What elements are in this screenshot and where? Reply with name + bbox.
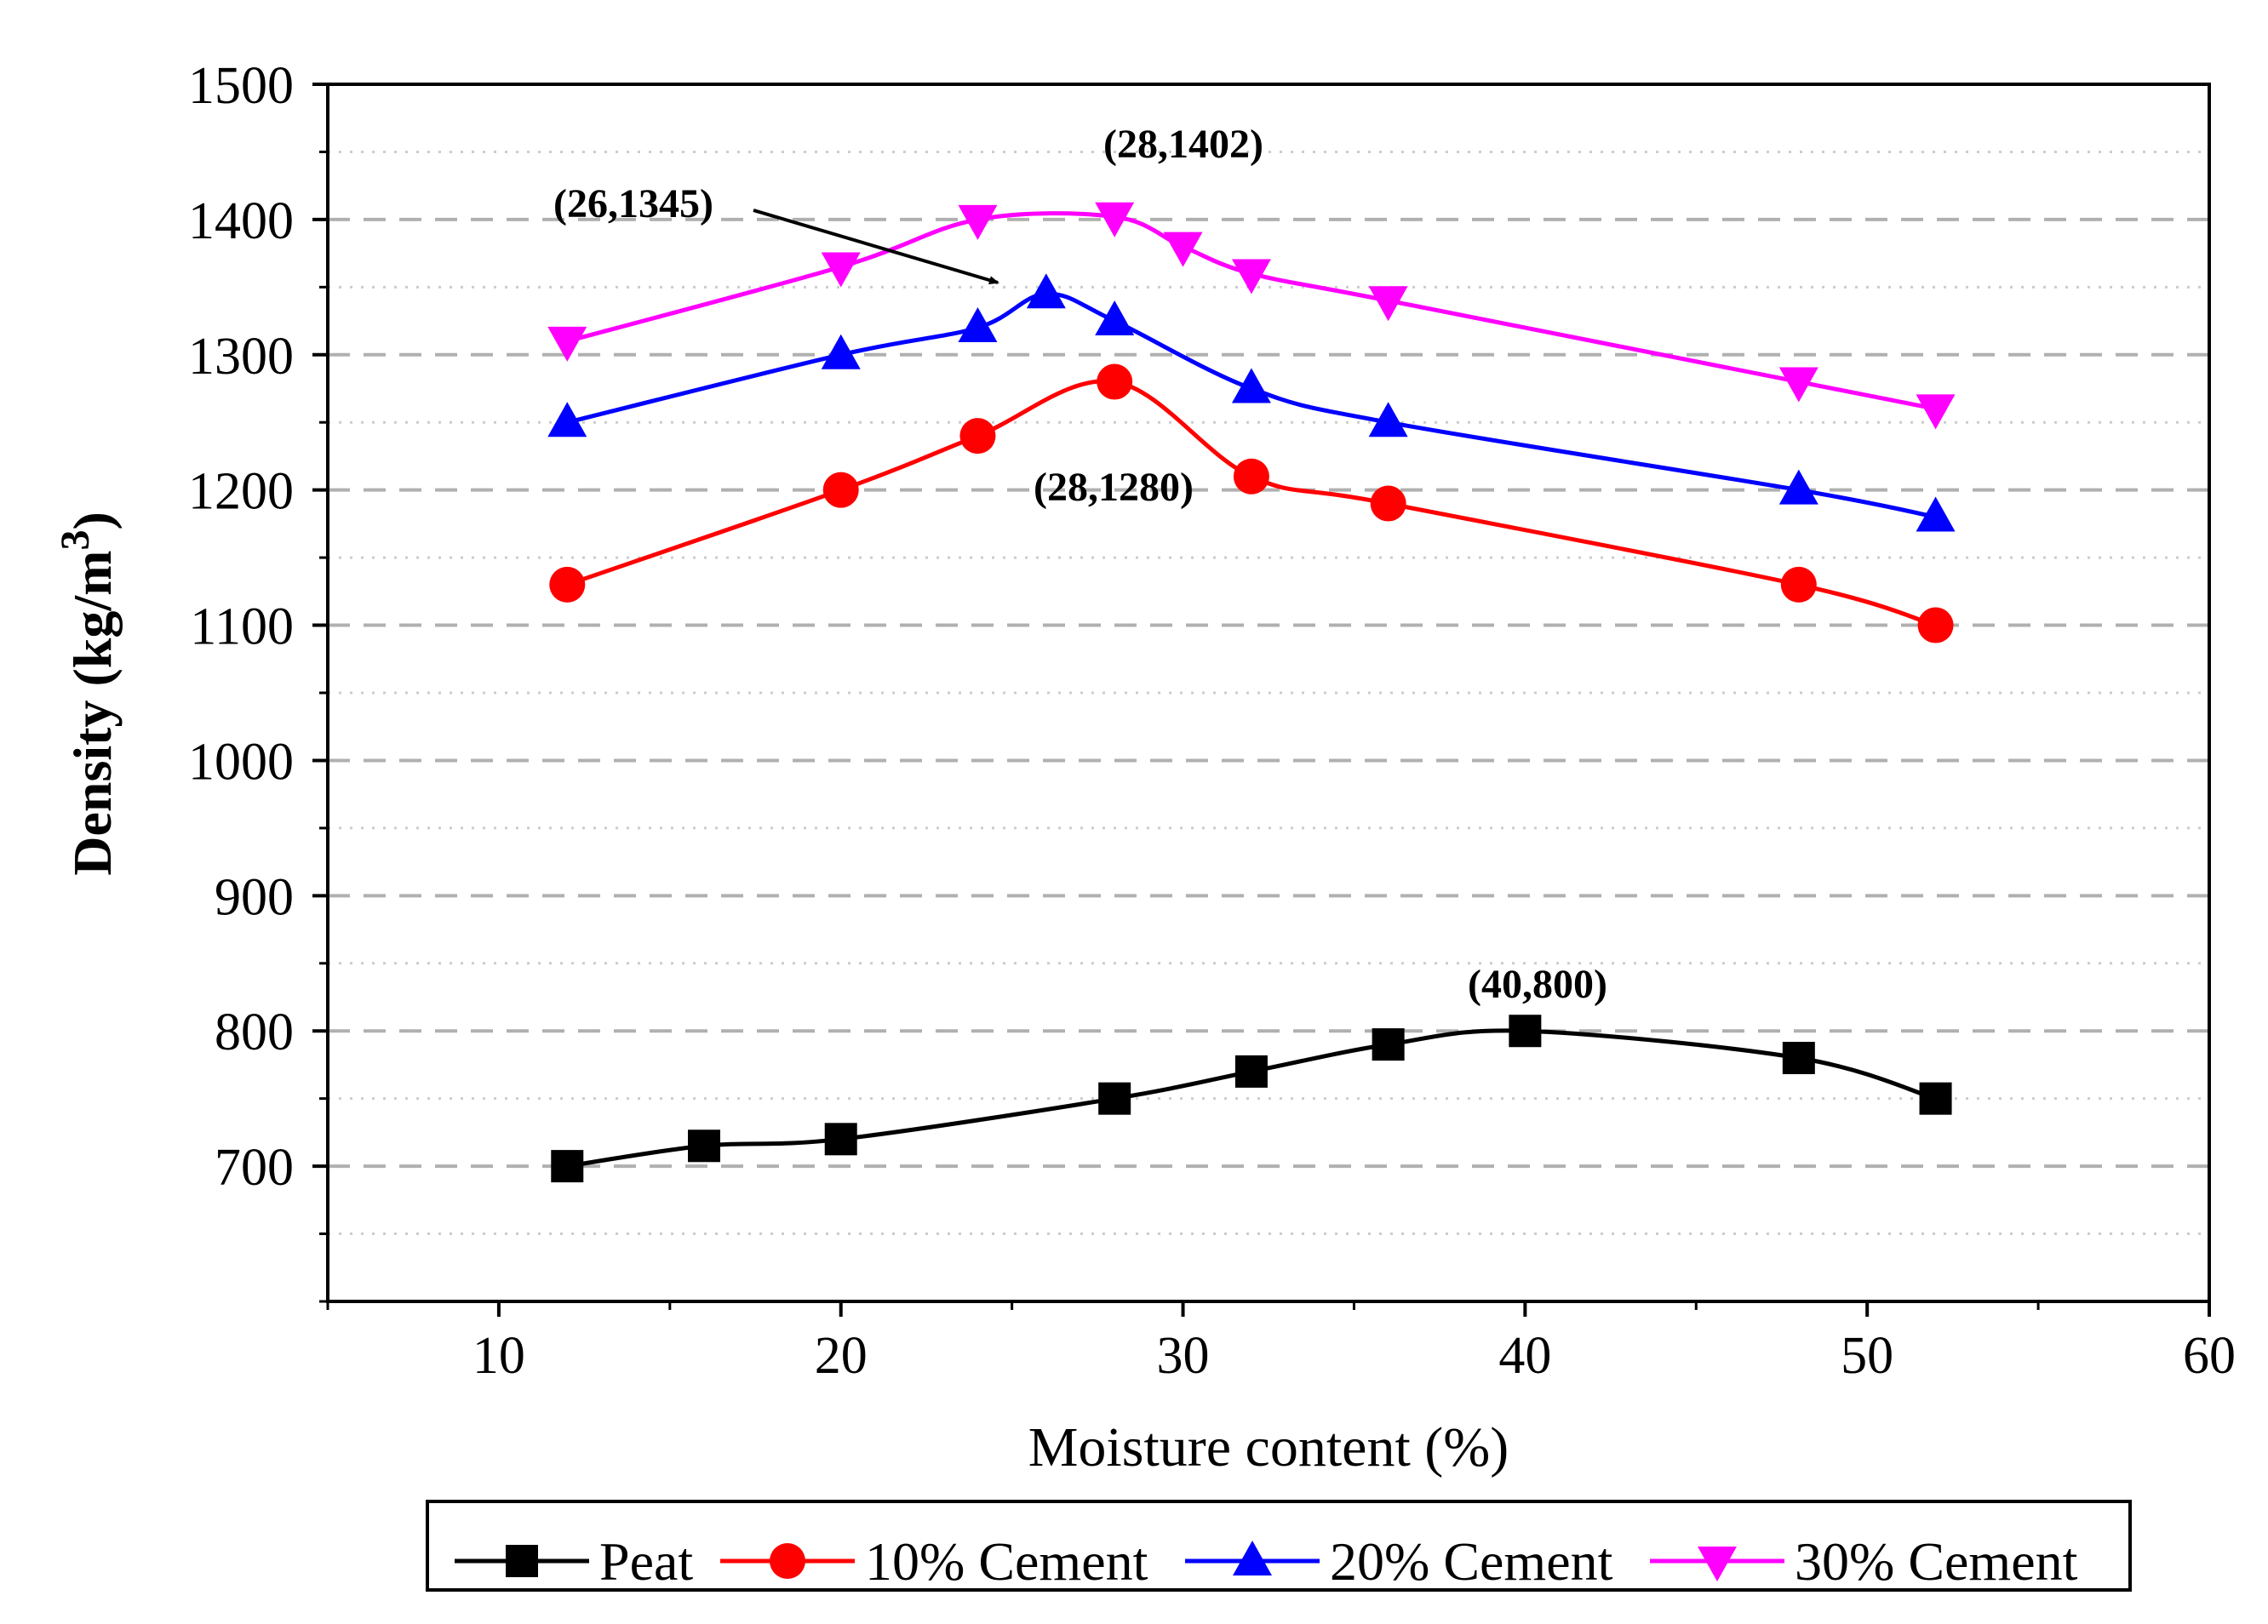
data-point-20pct-cement	[1778, 469, 1818, 505]
data-point-10pct-cement	[1233, 458, 1269, 495]
data-point-20pct-cement	[1231, 368, 1271, 403]
data-point-30pct-cement	[1163, 232, 1203, 267]
data-point-30pct-cement	[547, 326, 587, 362]
legend-marker-20pct-cement	[1233, 1541, 1272, 1575]
data-point-20pct-cement	[1368, 402, 1408, 437]
x-tick-label: 20	[815, 1327, 868, 1385]
data-point-20pct-cement	[547, 402, 587, 437]
y-axis-title-close: )	[62, 512, 123, 529]
data-point-10pct-cement	[822, 472, 859, 508]
data-point-10pct-cement	[1097, 363, 1133, 400]
legend-label: 10% Cement	[865, 1531, 1148, 1592]
legend-item-10pct-cement: 10% Cement	[720, 1531, 1148, 1592]
axis-ticks: 700 800 900 1000 1100 1200 1300 1400 1500 10 20 30 4…	[188, 57, 2236, 1385]
data-point-peat	[824, 1123, 857, 1156]
data-point-20pct-cement	[821, 334, 861, 369]
series-layer	[547, 202, 1956, 1183]
y-tick-label: 1300	[188, 328, 294, 386]
legend-item-30pct-cement: 30% Cement	[1650, 1531, 2078, 1592]
legend-frame	[426, 1500, 2132, 1592]
y-tick-label: 1500	[188, 57, 294, 115]
legend-label: 30% Cement	[1795, 1531, 2078, 1592]
data-point-30pct-cement	[1095, 202, 1135, 237]
data-point-10pct-cement	[1780, 566, 1817, 603]
data-point-20pct-cement	[1026, 273, 1066, 309]
legend-marker-peat	[506, 1545, 538, 1577]
data-point-10pct-cement	[959, 418, 996, 455]
y-axis-title-superscript: 3	[53, 530, 98, 551]
data-point-30pct-cement	[1916, 394, 1956, 430]
series-10pct-cement	[549, 363, 1954, 643]
y-tick-label: 900	[215, 868, 294, 926]
y-tick-label: 1200	[188, 463, 294, 521]
data-point-20pct-cement	[1916, 496, 1956, 532]
data-point-30pct-cement	[1368, 286, 1408, 322]
data-point-peat	[688, 1129, 720, 1163]
data-point-10pct-cement	[1917, 607, 1954, 643]
y-axis-title-main: Density (kg/m	[62, 551, 123, 876]
data-point-peat	[1782, 1042, 1815, 1074]
x-tick-label: 10	[472, 1327, 525, 1385]
data-point-30pct-cement	[958, 204, 998, 240]
data-point-10pct-cement	[1370, 485, 1406, 522]
legend-label: 20% Cement	[1330, 1531, 1613, 1592]
data-point-peat	[1919, 1082, 1952, 1115]
series-line-10pct-cement	[566, 379, 1937, 627]
legend-items: Peat 10% Cement 20% Cement 30% Cement	[455, 1531, 2078, 1592]
data-point-10pct-cement	[549, 566, 586, 603]
data-point-30pct-cement	[1231, 259, 1271, 294]
legend-label: Peat	[599, 1531, 693, 1592]
x-tick-label: 30	[1157, 1327, 1210, 1385]
data-point-30pct-cement	[1778, 367, 1818, 403]
annotation-label: (40,800)	[1468, 962, 1607, 1007]
annotation-label: (28,1280)	[1034, 465, 1194, 510]
data-point-peat	[1098, 1082, 1131, 1115]
annotation-arrow	[753, 209, 999, 284]
x-tick-label: 40	[1498, 1327, 1551, 1385]
y-tick-label: 800	[215, 1004, 294, 1061]
series-peat	[551, 1015, 1952, 1183]
x-axis-title: Moisture content (%)	[1028, 1416, 1509, 1478]
y-tick-label: 1100	[190, 598, 294, 656]
legend-item-peat: Peat	[455, 1531, 693, 1592]
annotation-label: (28,1402)	[1103, 122, 1263, 167]
x-tick-label: 50	[1841, 1327, 1893, 1385]
legend-marker-30pct-cement	[1698, 1547, 1737, 1581]
x-tick-label: 60	[2183, 1327, 2236, 1385]
y-tick-label: 1000	[188, 733, 294, 791]
legend-item-20pct-cement: 20% Cement	[1185, 1531, 1613, 1592]
annotation-label: (26,1345)	[553, 181, 713, 226]
series-30pct-cement	[547, 202, 1956, 430]
data-point-peat	[1372, 1028, 1405, 1061]
data-point-20pct-cement	[958, 307, 998, 342]
data-point-peat	[1234, 1055, 1268, 1088]
series-20pct-cement	[547, 273, 1956, 532]
legend: Peat 10% Cement 20% Cement 30% Cement	[426, 1500, 2132, 1592]
data-point-peat	[1509, 1015, 1542, 1048]
data-point-20pct-cement	[1095, 300, 1135, 336]
y-axis-title: Density (kg/m3)	[53, 512, 123, 876]
y-tick-label: 1400	[188, 192, 294, 250]
grid-lines	[328, 150, 2209, 1236]
data-point-30pct-cement	[821, 252, 861, 288]
y-tick-label: 700	[215, 1139, 294, 1197]
annotations: (28,1402) (26,1345) (28,1280) (40,800)	[553, 122, 1607, 1007]
data-point-peat	[551, 1150, 584, 1183]
legend-marker-10pct-cement	[770, 1543, 805, 1579]
